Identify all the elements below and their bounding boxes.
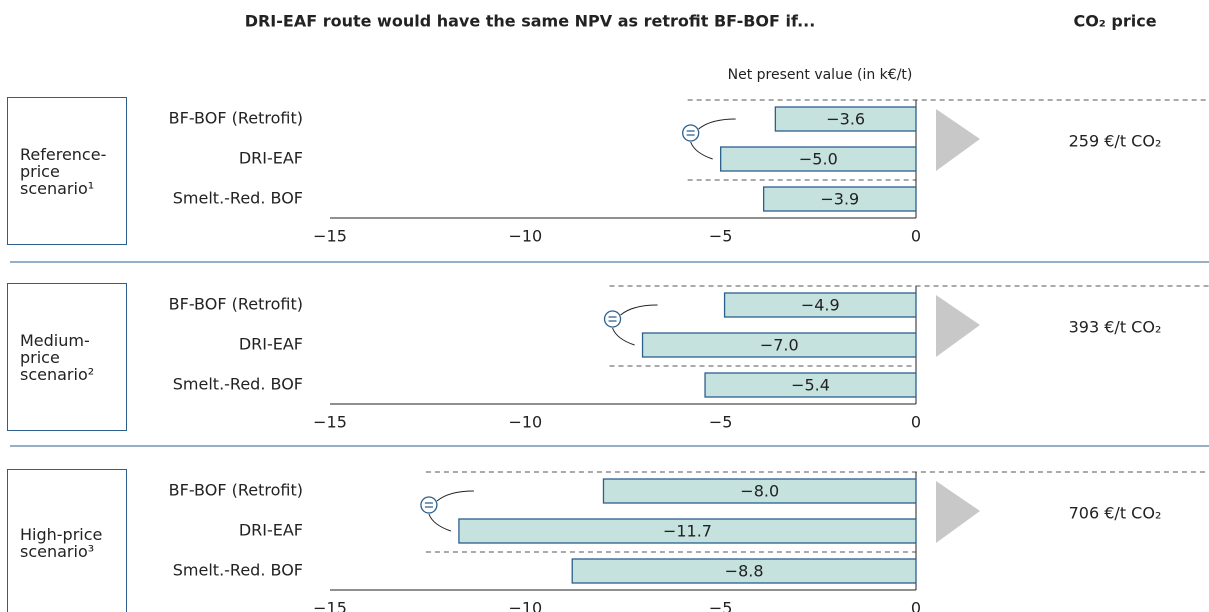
co2-price: 706 €/t CO₂ — [1069, 504, 1162, 523]
x-tick-label: −10 — [508, 413, 542, 432]
connector — [612, 327, 635, 346]
connector — [428, 513, 452, 532]
connector — [690, 141, 713, 160]
value-label: −8.0 — [740, 482, 779, 501]
axis-label: Net present value (in k€/t) — [728, 67, 913, 83]
x-tick-label: 0 — [911, 227, 921, 246]
category-label: DRI-EAF — [239, 335, 303, 354]
value-label: −5.4 — [791, 376, 830, 395]
equals-icon — [682, 124, 700, 142]
x-tick-label: −5 — [709, 599, 733, 612]
x-tick-label: −15 — [313, 599, 347, 612]
chevron — [936, 109, 980, 171]
equals-icon — [686, 130, 695, 136]
equals-icon — [420, 496, 438, 514]
scenario-label: Medium-price scenario² — [20, 330, 95, 384]
value-label: −3.6 — [826, 110, 865, 129]
value-label: −8.8 — [725, 562, 764, 581]
connector — [620, 304, 658, 316]
equals-icon — [424, 502, 433, 508]
category-label: BF-BOF (Retrofit) — [169, 481, 303, 500]
category-label: DRI-EAF — [239, 149, 303, 168]
value-label: −3.9 — [820, 190, 859, 209]
value-label: −4.9 — [801, 296, 840, 315]
bar — [602, 478, 917, 504]
connector — [698, 118, 736, 130]
x-tick-label: −5 — [709, 227, 733, 246]
value-label: −5.0 — [799, 150, 838, 169]
connector — [436, 490, 474, 502]
scenario-box: Medium-price scenario² — [7, 283, 127, 431]
bar — [723, 292, 917, 318]
x-tick-label: −5 — [709, 413, 733, 432]
equals-icon — [603, 310, 622, 328]
bar — [458, 518, 917, 544]
category-label: Smelt.-Red. BOF — [173, 375, 303, 394]
x-tick-label: 0 — [911, 413, 921, 432]
co2-price: 259 €/t CO₂ — [1069, 132, 1162, 151]
scenario-box: High-price scenario³ — [7, 469, 127, 612]
x-tick-label: −15 — [313, 413, 347, 432]
bar — [762, 186, 917, 212]
bar — [704, 372, 917, 398]
category-label: BF-BOF (Retrofit) — [169, 109, 303, 128]
bar — [774, 106, 917, 132]
category-label: BF-BOF (Retrofit) — [169, 295, 303, 314]
scenario-label: Reference-price scenario¹ — [20, 144, 107, 198]
bar — [641, 332, 917, 358]
column-title: CO₂ price — [1073, 12, 1156, 31]
bar — [571, 558, 917, 584]
value-label: −7.0 — [760, 336, 799, 355]
equals-icon — [608, 316, 617, 322]
category-label: Smelt.-Red. BOF — [173, 189, 303, 208]
scenario-box: Reference-price scenario¹ — [7, 97, 127, 245]
scenario-label: High-price scenario³ — [20, 525, 103, 561]
x-tick-label: −10 — [508, 599, 542, 612]
chevron — [936, 295, 980, 357]
x-tick-label: −10 — [508, 227, 542, 246]
bar — [720, 146, 917, 172]
x-tick-label: 0 — [911, 599, 921, 612]
x-tick-label: −15 — [313, 227, 347, 246]
category-label: Smelt.-Red. BOF — [173, 561, 303, 580]
value-label: −11.7 — [663, 522, 712, 541]
chevron — [936, 481, 980, 543]
category-label: DRI-EAF — [239, 521, 303, 540]
co2-price: 393 €/t CO₂ — [1069, 318, 1162, 337]
chart-title: DRI-EAF route would have the same NPV as… — [245, 12, 816, 31]
